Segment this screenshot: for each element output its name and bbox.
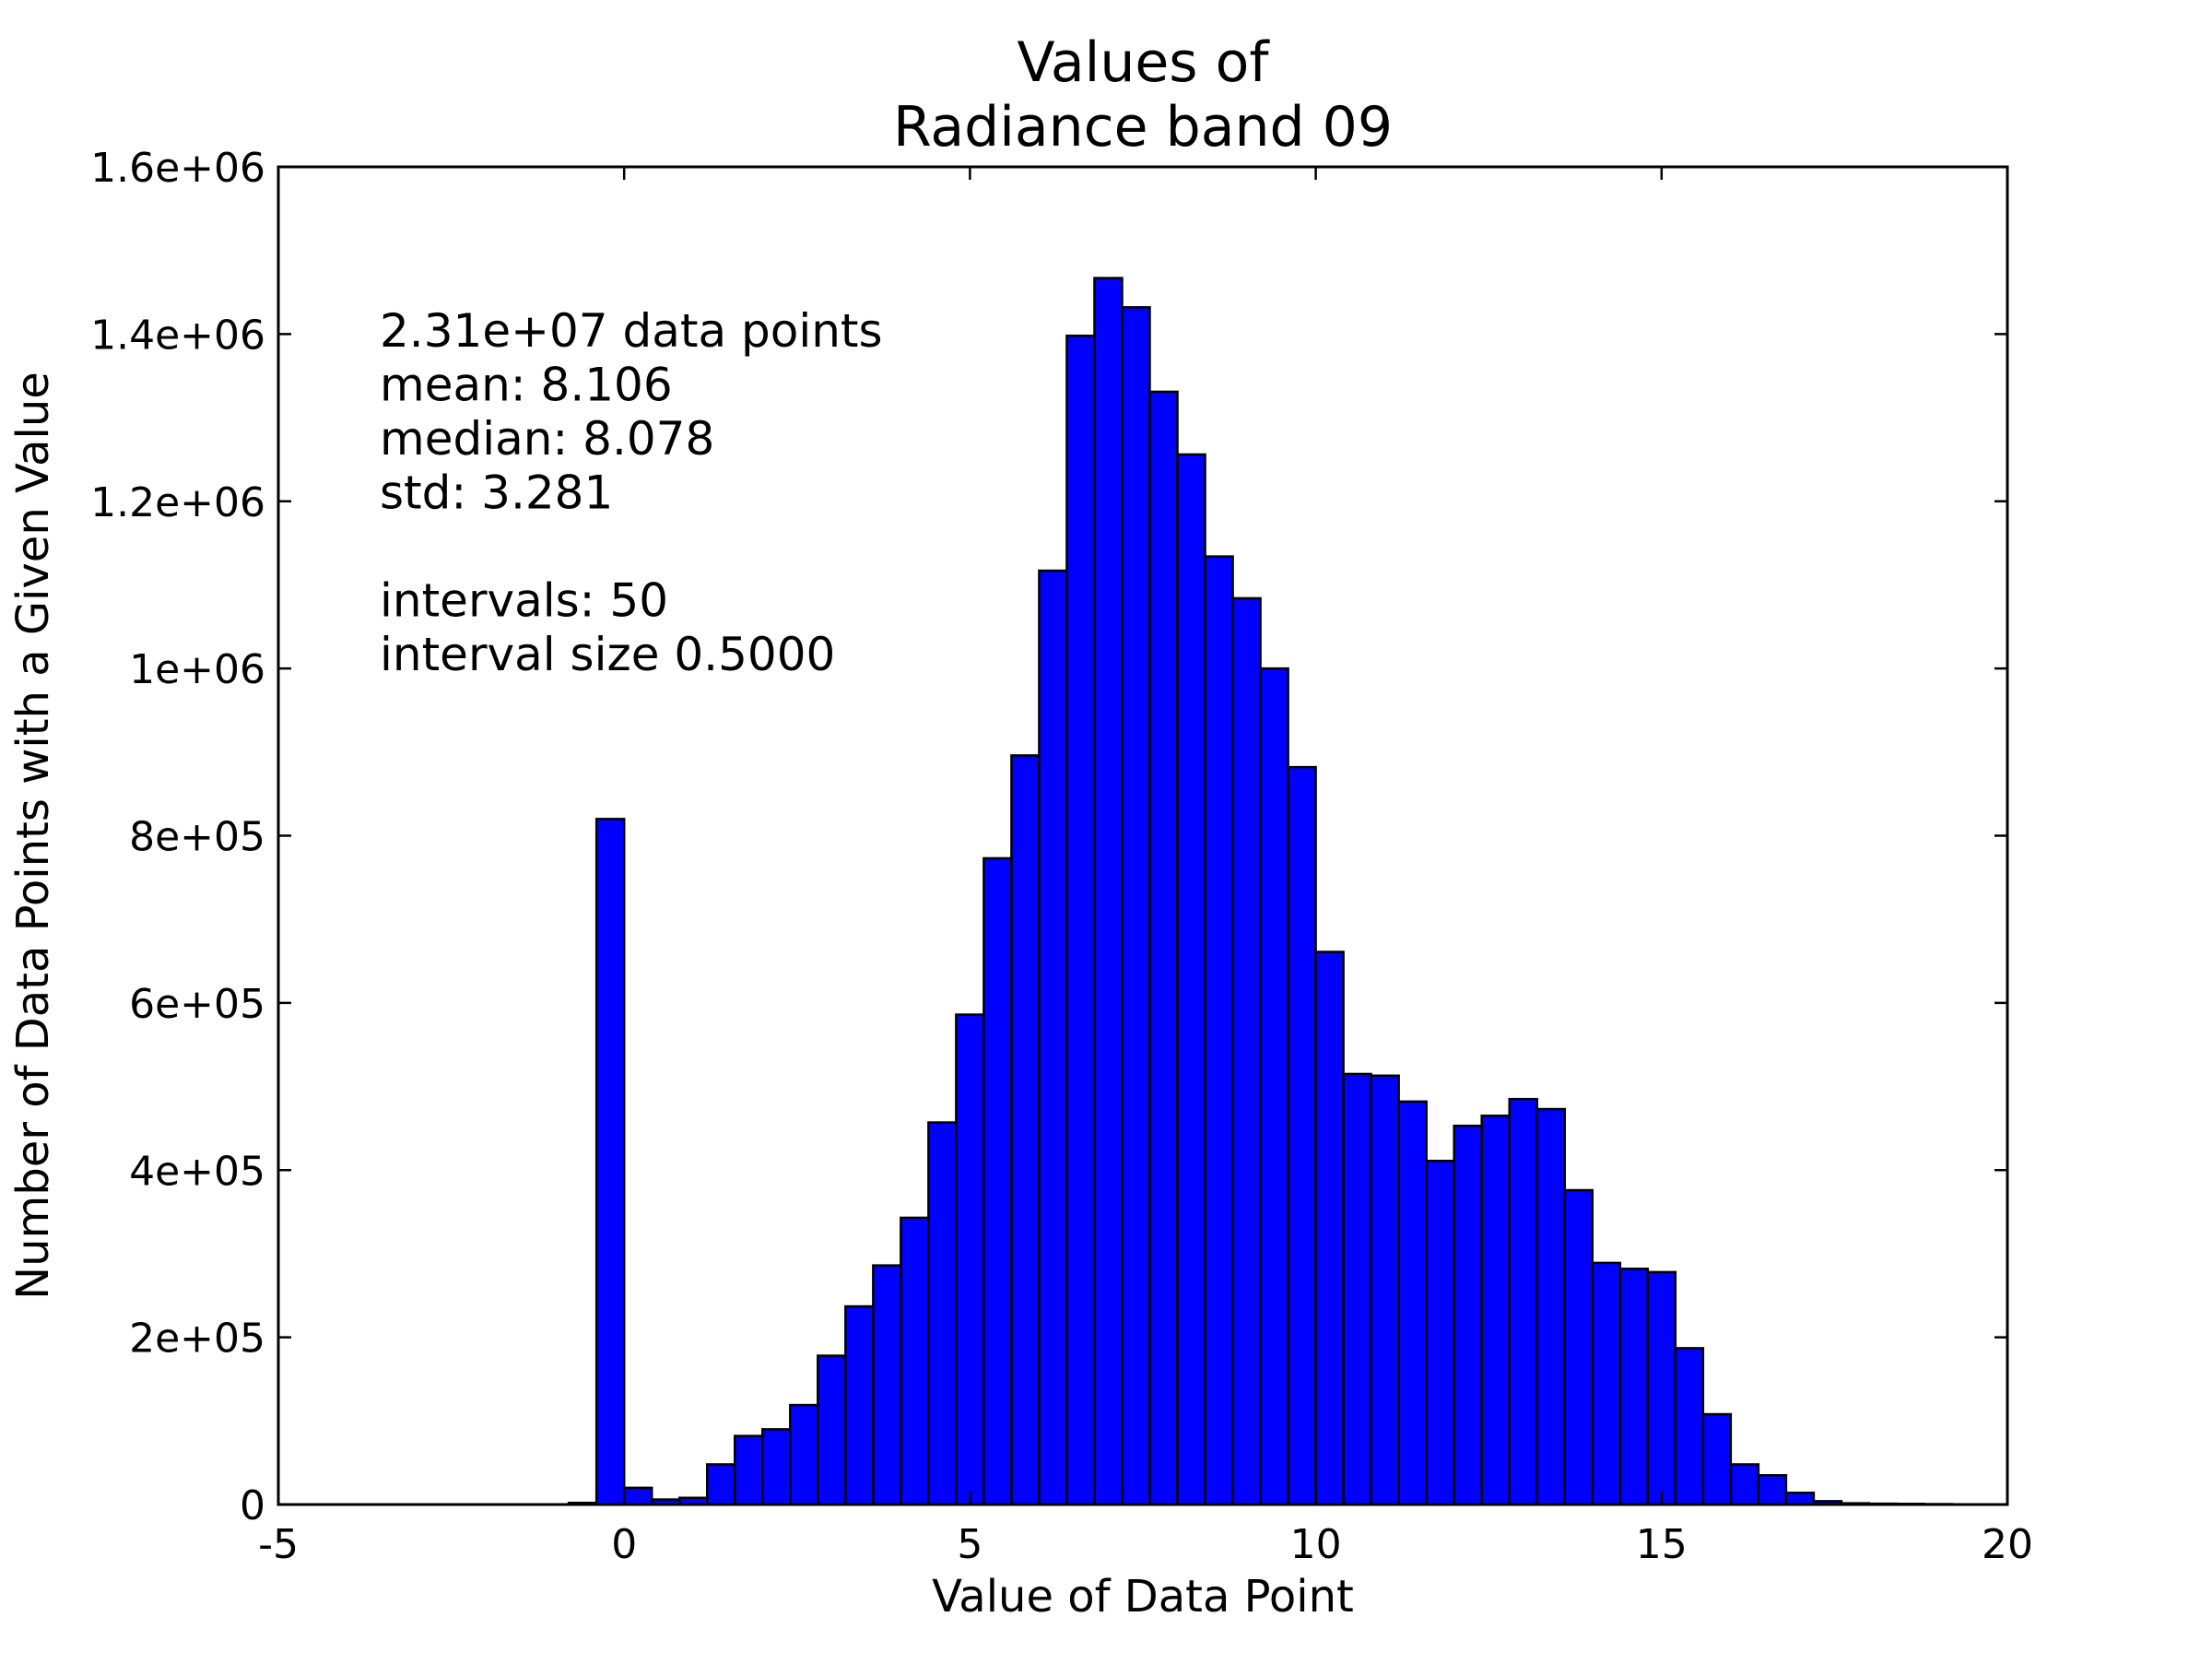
histogram-bar xyxy=(1482,1115,1510,1505)
x-tick-label: 5 xyxy=(957,1521,982,1568)
stats-annotation: 2.31e+07 data points mean: 8.106 median:… xyxy=(380,304,883,681)
y-tick-label: 1.6e+06 xyxy=(90,145,265,192)
histogram-bar xyxy=(845,1306,873,1505)
histogram-bar xyxy=(1316,952,1344,1505)
histogram-bar xyxy=(707,1464,735,1505)
x-tick-label: 10 xyxy=(1290,1521,1342,1568)
y-tick-label: 8e+05 xyxy=(129,814,265,861)
histogram-bar xyxy=(596,819,624,1505)
histogram-bar xyxy=(1537,1109,1565,1505)
histogram-bar xyxy=(1233,598,1261,1505)
histogram-bar xyxy=(1288,767,1316,1505)
histogram-bar xyxy=(1786,1493,1814,1505)
x-tick-label: 20 xyxy=(1982,1521,2033,1568)
histogram-bar xyxy=(983,858,1011,1505)
histogram-bar xyxy=(1066,336,1094,1505)
histogram-bar xyxy=(1371,1076,1399,1505)
histogram-bar xyxy=(1731,1464,1759,1505)
histogram-bar xyxy=(1011,755,1039,1505)
chart-title-line-1: Values of xyxy=(1018,30,1271,95)
histogram-bar xyxy=(1261,668,1288,1505)
histogram-bar xyxy=(1676,1348,1703,1505)
histogram-bar xyxy=(928,1123,956,1505)
bars-layer xyxy=(569,278,1952,1505)
y-tick-label: 4e+05 xyxy=(129,1148,265,1195)
chart-title-line-2: Radiance band 09 xyxy=(893,95,1393,159)
histogram-bar xyxy=(1510,1099,1537,1505)
y-tick-label: 1.4e+06 xyxy=(90,312,265,359)
histogram-bar xyxy=(1565,1190,1593,1505)
y-tick-label: 1e+06 xyxy=(129,646,265,693)
histogram-bar xyxy=(1206,557,1233,1505)
stats-line-std: std: 3.281 xyxy=(380,466,613,520)
histogram-bar xyxy=(1039,571,1066,1505)
y-tick-label: 0 xyxy=(240,1482,265,1529)
histogram-bar xyxy=(1648,1272,1676,1505)
stats-line-intervals: intervals: 50 xyxy=(380,574,668,628)
histogram-bar xyxy=(1399,1102,1427,1505)
histogram-bar xyxy=(1759,1475,1786,1505)
stats-line-mean: mean: 8.106 xyxy=(380,359,673,412)
stats-line-interval-size: interval size 0.5000 xyxy=(380,628,835,681)
histogram-bar xyxy=(956,1015,983,1505)
histogram-bar xyxy=(624,1488,652,1505)
y-tick-label: 1.2e+06 xyxy=(90,479,265,526)
histogram-bar xyxy=(1454,1126,1482,1505)
y-tick-label: 6e+05 xyxy=(129,981,265,1028)
histogram-bar xyxy=(818,1356,845,1505)
x-tick-label: 0 xyxy=(611,1521,637,1568)
histogram-bar xyxy=(762,1429,790,1505)
histogram-bar xyxy=(1150,392,1178,1505)
histogram-bar xyxy=(1344,1074,1371,1505)
histogram-bar xyxy=(1178,454,1206,1505)
y-tick-label: 2e+05 xyxy=(129,1316,265,1363)
histogram-bar xyxy=(1620,1269,1648,1505)
histogram-bar xyxy=(873,1266,900,1505)
histogram-bar xyxy=(900,1218,928,1505)
histogram-bar xyxy=(790,1405,818,1505)
x-axis-label: Value of Data Point xyxy=(932,1571,1354,1623)
histogram-bar xyxy=(1094,278,1122,1505)
histogram-bar xyxy=(1122,307,1149,1505)
histogram-bar xyxy=(735,1436,762,1505)
y-axis-label: Number of Data Points with a Given Value xyxy=(7,372,59,1300)
stats-line-count: 2.31e+07 data points xyxy=(380,304,883,358)
histogram-bar xyxy=(1427,1161,1454,1505)
histogram-bar xyxy=(1593,1263,1620,1505)
histogram-bar xyxy=(1703,1414,1731,1505)
x-tick-label: 15 xyxy=(1636,1521,1688,1568)
stats-line-median: median: 8.078 xyxy=(380,412,714,466)
